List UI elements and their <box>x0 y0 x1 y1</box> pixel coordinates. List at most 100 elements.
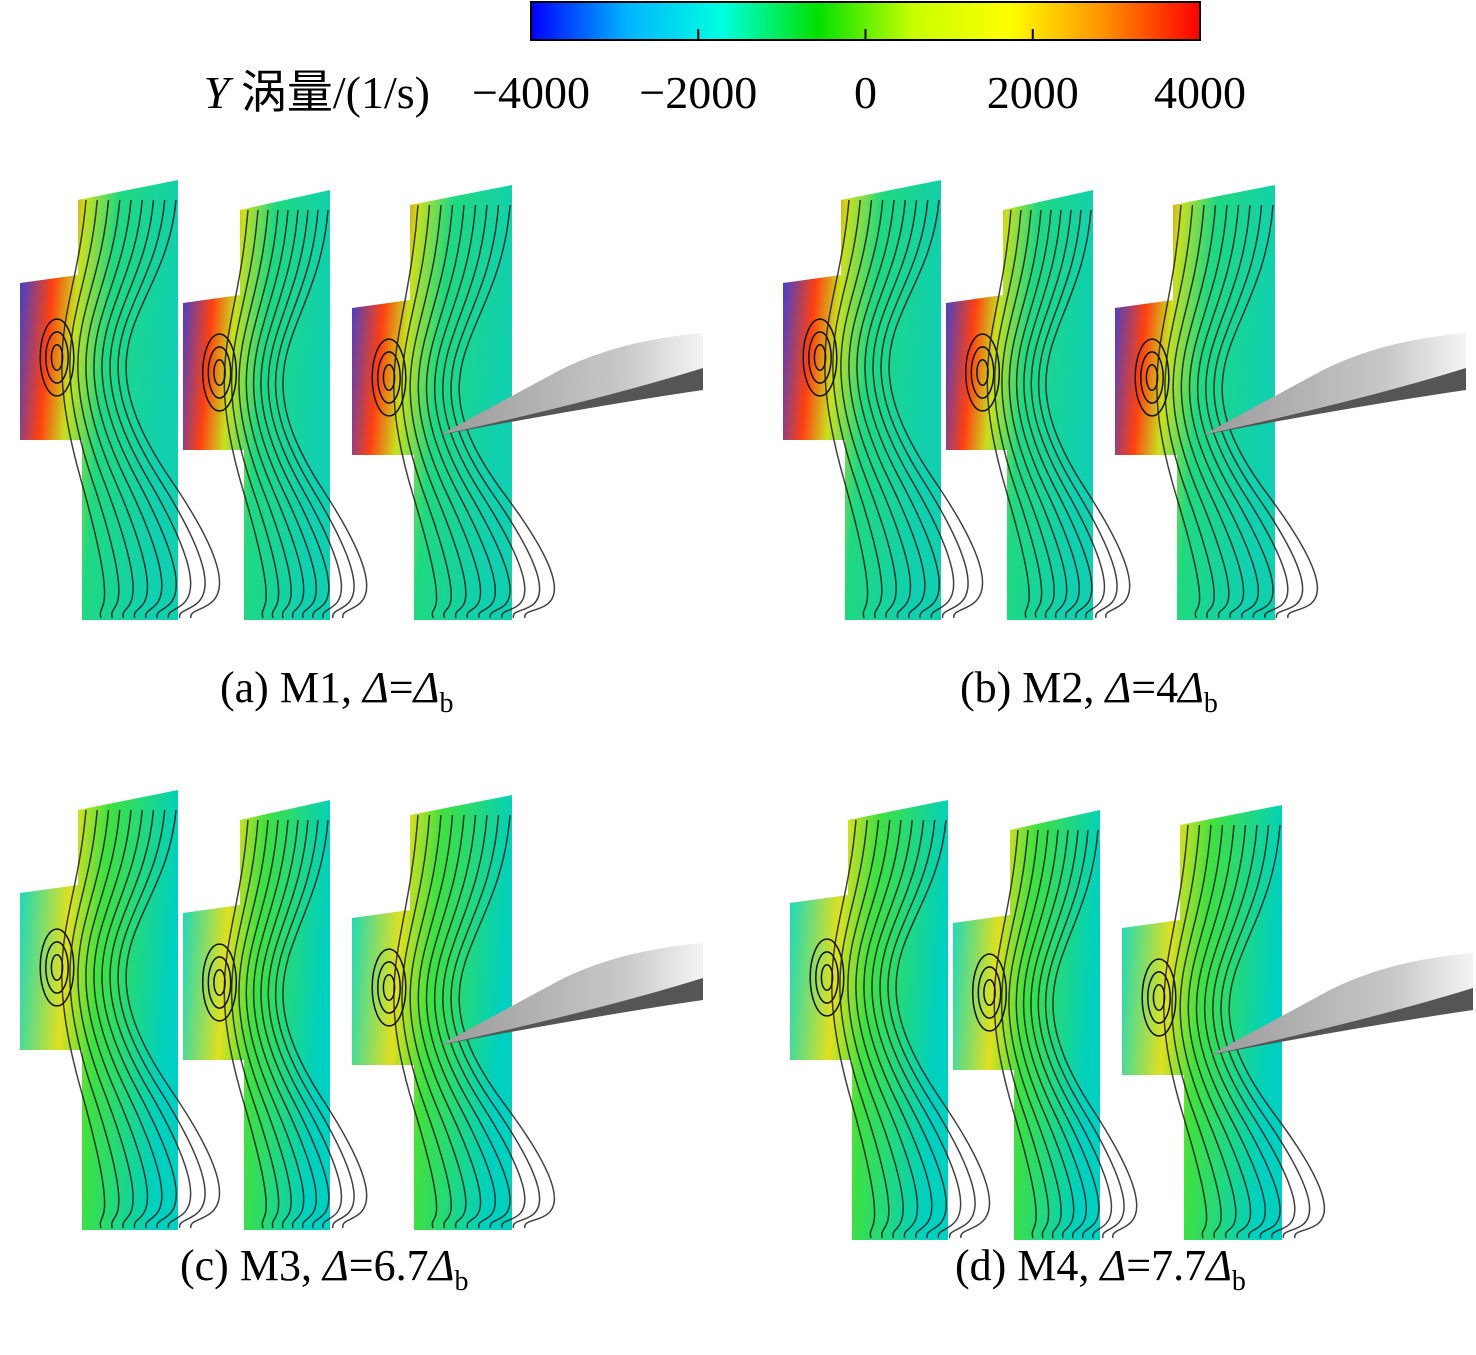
vortex <box>377 961 401 1014</box>
streamline <box>839 819 890 1239</box>
streamline <box>85 199 149 619</box>
contour-slice <box>946 190 1093 620</box>
vortex <box>207 956 232 1009</box>
vortex <box>971 953 1008 1032</box>
colorbar-tick-label: −4000 <box>472 67 590 118</box>
streamline <box>831 819 876 1239</box>
streamline <box>101 809 177 1229</box>
streamline <box>824 199 869 619</box>
panel-expression: Δ=7.7Δ <box>1098 1241 1231 1290</box>
vortex <box>1141 958 1177 1037</box>
streamline <box>117 809 206 1229</box>
streamline <box>433 204 511 619</box>
vortex <box>201 333 238 412</box>
streamline <box>1196 204 1274 619</box>
vortex <box>377 351 401 404</box>
panel-subscript: b <box>454 1266 468 1297</box>
vortex <box>1140 351 1164 404</box>
vortex <box>808 331 832 384</box>
vortex <box>50 953 64 982</box>
streamline <box>1164 204 1215 619</box>
panel-label: (c) M3, <box>180 1241 312 1290</box>
streamline <box>238 209 292 619</box>
streamline <box>274 209 355 619</box>
streamline <box>238 819 292 1229</box>
colorbar-tick-label: 0 <box>854 67 877 118</box>
streamline <box>230 819 280 1229</box>
streamline <box>872 199 955 619</box>
streamline <box>1171 824 1222 1239</box>
streamline <box>1037 829 1113 1239</box>
vortex <box>371 338 407 417</box>
streamline <box>77 199 134 619</box>
streamline <box>252 819 317 1229</box>
vortex <box>813 343 827 372</box>
streamline <box>125 199 221 619</box>
streamline <box>85 809 149 1229</box>
panel <box>783 180 1466 620</box>
panel <box>20 790 703 1230</box>
vortex <box>382 973 396 1002</box>
streamline <box>993 209 1043 619</box>
colorbar-tick-label: 4000 <box>1154 67 1246 118</box>
vortex <box>45 331 69 384</box>
streamline <box>425 204 496 619</box>
streamline <box>888 199 984 619</box>
vortex <box>1152 983 1166 1012</box>
streamline <box>1172 204 1230 619</box>
streamline <box>409 204 467 619</box>
vortex <box>809 938 845 1017</box>
contour-slice <box>953 810 1100 1240</box>
streamline <box>61 809 106 1229</box>
contour-slice <box>352 795 512 1230</box>
streamline <box>93 809 163 1229</box>
streamline <box>864 199 940 619</box>
colorbar-tick-label: −2000 <box>639 67 757 118</box>
panel <box>790 800 1473 1240</box>
panel-label: (b) M2, <box>960 663 1094 712</box>
streamline <box>425 814 496 1229</box>
streamline <box>832 199 883 619</box>
blade <box>440 943 703 1045</box>
vortex <box>802 318 838 397</box>
streamline <box>93 199 163 619</box>
streamline <box>245 819 305 1229</box>
vortex <box>50 343 64 372</box>
streamline <box>879 819 962 1239</box>
vortex <box>976 358 989 387</box>
streamline <box>245 209 305 619</box>
vortex <box>213 358 226 387</box>
streamline <box>1030 829 1100 1239</box>
streamline <box>458 204 556 619</box>
panel-subscript: b <box>1232 1266 1246 1297</box>
vortex <box>45 941 69 994</box>
vortex <box>39 318 75 397</box>
streamline <box>1221 204 1319 619</box>
blade <box>1210 953 1473 1055</box>
vortex <box>977 966 1002 1019</box>
vortex <box>1145 363 1159 392</box>
panel-expression: Δ=4Δ <box>1103 663 1203 712</box>
streamline <box>1052 829 1138 1239</box>
vortex <box>213 968 226 997</box>
vortex <box>201 943 238 1022</box>
contour-slice <box>183 190 330 620</box>
streamline <box>223 209 267 619</box>
streamline <box>393 814 438 1229</box>
streamline <box>282 819 368 1229</box>
streamline <box>1008 209 1068 619</box>
streamline <box>1187 824 1252 1239</box>
streamline <box>1205 204 1289 619</box>
vortex <box>371 948 407 1027</box>
streamline <box>101 199 177 619</box>
streamline <box>109 199 192 619</box>
contour-slice <box>183 800 330 1230</box>
streamline <box>1228 824 1326 1239</box>
panel-caption: (d) M4, Δ=7.7Δb <box>955 1241 1246 1297</box>
streamline <box>274 819 355 1229</box>
streamline <box>1045 209 1131 619</box>
streamline <box>61 199 106 619</box>
streamline <box>1203 824 1281 1239</box>
panel-subscript: b <box>1204 688 1218 719</box>
